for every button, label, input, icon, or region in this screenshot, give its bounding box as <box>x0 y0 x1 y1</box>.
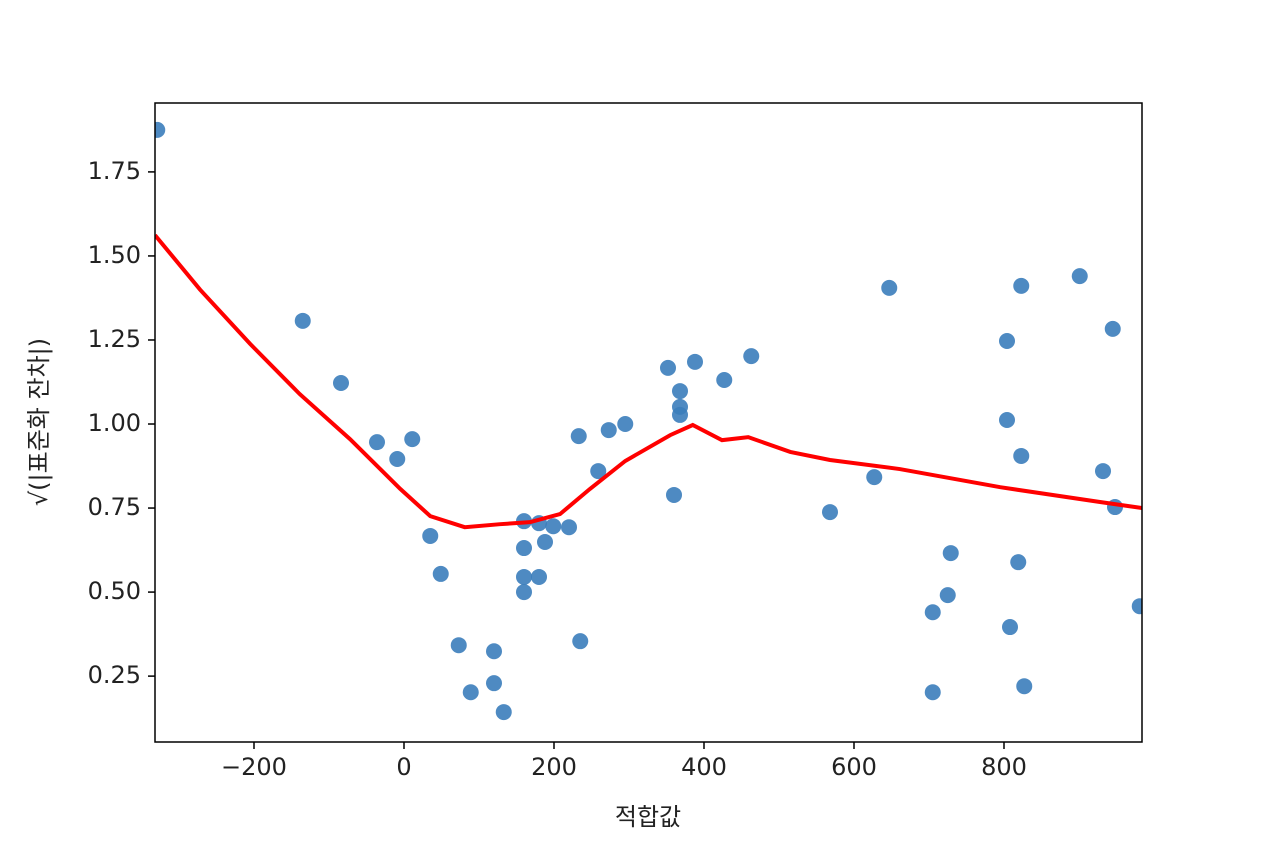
point <box>389 450 406 467</box>
x-tick-label: 600 <box>831 753 877 781</box>
point <box>369 434 385 451</box>
point <box>822 504 838 521</box>
point <box>881 279 898 296</box>
point <box>1010 554 1027 571</box>
point <box>924 684 941 701</box>
point <box>155 121 166 138</box>
point <box>1131 598 1142 615</box>
point <box>1013 447 1030 464</box>
point <box>450 637 467 654</box>
point <box>666 486 682 503</box>
trend-line <box>155 233 1142 530</box>
y-tick-label: 1.25 <box>88 325 141 353</box>
point <box>600 422 617 439</box>
point <box>531 568 547 585</box>
plot-frame <box>154 102 1143 743</box>
point <box>516 568 532 585</box>
point <box>537 533 553 550</box>
y-tick-label: 1.50 <box>88 241 141 269</box>
point <box>572 633 589 650</box>
point <box>716 371 733 388</box>
point <box>462 684 479 701</box>
point <box>999 411 1015 428</box>
point <box>422 527 439 544</box>
point <box>1016 678 1033 695</box>
point <box>1071 268 1088 285</box>
y-tick-label: 0.75 <box>88 493 141 521</box>
x-tick-label: 400 <box>681 753 727 781</box>
point <box>939 587 956 604</box>
point <box>1013 277 1030 294</box>
point <box>333 375 349 392</box>
point <box>687 353 703 370</box>
point <box>432 565 449 582</box>
point <box>1002 619 1018 636</box>
point <box>294 312 311 329</box>
x-tick-label: 800 <box>981 753 1027 781</box>
point <box>1095 463 1111 480</box>
point <box>495 704 512 721</box>
x-tick-label: 200 <box>531 753 577 781</box>
point <box>672 383 688 400</box>
y-axis-label: √(|표준화 잔차|) <box>25 338 53 506</box>
point <box>486 643 502 660</box>
point <box>561 519 577 536</box>
point <box>672 406 688 423</box>
point <box>617 416 634 433</box>
point <box>924 604 941 621</box>
point <box>486 675 502 692</box>
point <box>999 332 1015 349</box>
y-tick-label: 0.25 <box>88 661 141 689</box>
point <box>1104 320 1121 337</box>
point <box>942 545 959 562</box>
point <box>866 469 883 486</box>
y-tick-label: 0.50 <box>88 577 141 605</box>
x-tick-label: 0 <box>396 753 411 781</box>
point <box>516 540 532 557</box>
x-axis-label: 적합값 <box>615 803 681 831</box>
point <box>404 431 421 448</box>
y-tick-label: 1.00 <box>88 409 141 437</box>
x-tick-label: −200 <box>221 753 287 781</box>
point <box>743 348 760 365</box>
point <box>590 463 607 480</box>
y-tick-label: 1.75 <box>88 157 141 185</box>
point <box>545 518 562 535</box>
point <box>516 584 532 601</box>
point <box>660 359 676 376</box>
point <box>570 428 587 445</box>
